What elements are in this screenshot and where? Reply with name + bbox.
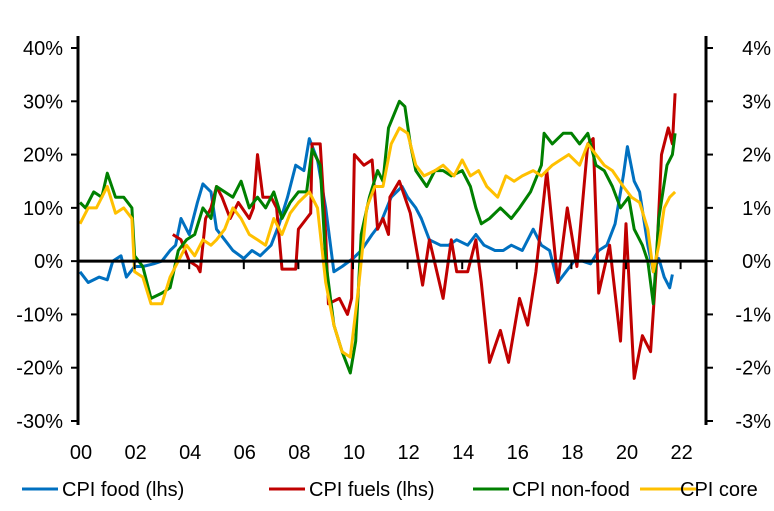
right-tick-label: 0%	[742, 251, 771, 273]
x-tick-label: 02	[124, 442, 146, 464]
legend-label-2: CPI non-food	[512, 479, 630, 501]
x-tick-label: 16	[507, 442, 529, 464]
x-tick-label: 06	[234, 442, 256, 464]
axes-layer: -30% -20% -10% 0% 10% 20% 30% 40% -3% -2% -1% 0% 1% 2…	[16, 36, 771, 464]
legend-label-1: CPI fuels (lhs)	[309, 479, 435, 501]
left-tick-label: 10%	[23, 198, 63, 220]
right-tick-label: -2%	[735, 358, 771, 380]
x-tick-label: 20	[616, 442, 638, 464]
x-tick-label: 14	[452, 442, 474, 464]
legend: CPI food (lhs) CPI fuels (lhs) CPI non-foo…	[22, 479, 758, 501]
left-tick-label: -10%	[16, 304, 63, 326]
legend-label-3: CPI core	[680, 479, 758, 501]
series-layer	[78, 93, 677, 380]
series-line-2	[78, 99, 677, 375]
x-tick-label: 08	[288, 442, 310, 464]
right-tick-label: -1%	[735, 304, 771, 326]
left-tick-label: -20%	[16, 358, 63, 380]
x-tick-label: 22	[670, 442, 692, 464]
x-tick-label: 12	[397, 442, 419, 464]
left-tick-label: 30%	[23, 91, 63, 113]
series-line-1	[171, 93, 677, 380]
left-tick-label: 40%	[23, 38, 63, 60]
legend-label-0: CPI food (lhs)	[62, 479, 184, 501]
left-tick-label: 20%	[23, 145, 63, 167]
left-tick-label: 0%	[34, 251, 63, 273]
x-tick-label: 04	[179, 442, 201, 464]
left-tick-label: -30%	[16, 411, 63, 433]
right-tick-label: 2%	[742, 145, 771, 167]
right-tick-label: 1%	[742, 198, 771, 220]
x-tick-label: 10	[343, 442, 365, 464]
right-tick-label: 3%	[742, 91, 771, 113]
right-tick-label: 4%	[742, 38, 771, 60]
right-tick-label: -3%	[735, 411, 771, 433]
x-tick-label: 18	[561, 442, 583, 464]
x-tick-label: 00	[70, 442, 92, 464]
